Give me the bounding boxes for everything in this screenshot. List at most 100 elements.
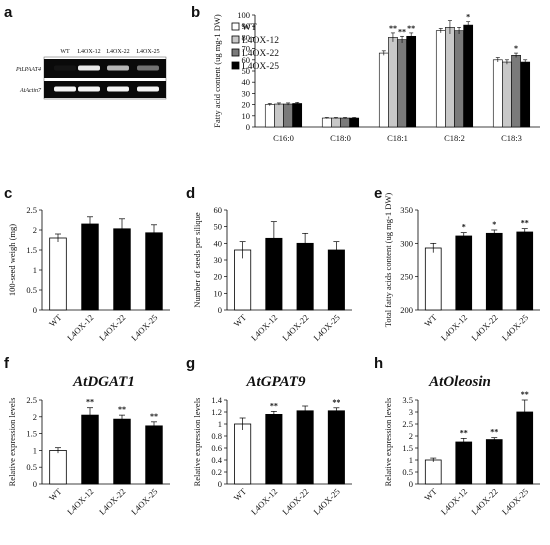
- bar: [234, 423, 252, 485]
- x-tick-label: L4OX-12: [65, 486, 95, 516]
- panel-c-letter: c: [4, 185, 12, 202]
- gel-band: [107, 86, 129, 92]
- y-tick-label: 20: [242, 100, 251, 110]
- y-tick-label: 0: [33, 479, 37, 489]
- x-tick-label: C18:0: [330, 133, 351, 143]
- bar: [81, 223, 99, 311]
- bar: [274, 103, 284, 128]
- significance-mark: **: [332, 398, 340, 407]
- gel-lane-label: L4OX-25: [136, 49, 159, 55]
- y-axis-title: Fatty acid content (ug mg-1 DW): [212, 14, 222, 128]
- bar: [485, 232, 503, 311]
- x-tick-label: L4OX-22: [97, 312, 127, 342]
- legend-swatch-wt: [231, 22, 240, 31]
- bar: [349, 117, 360, 128]
- chart-c: 0 0.5 1 1.5 2 2.5 100-seed weigh (mg) WT L4OX-12…: [7, 205, 170, 343]
- legend-label-l4ox25: L4OX-25: [242, 62, 279, 72]
- gene-title-h: AtOleosin: [428, 374, 491, 390]
- y-tick-label: 1: [218, 419, 222, 429]
- significance-mark: *: [492, 220, 496, 229]
- bar: [445, 27, 455, 128]
- significance-mark: **: [490, 428, 498, 437]
- x-tick-label: L4OX-12: [249, 486, 279, 516]
- gel-band: [78, 86, 100, 92]
- bar: [234, 249, 252, 311]
- gene-title-g: AtGPAT9: [246, 374, 306, 390]
- bar: [327, 249, 345, 311]
- bar: [485, 439, 503, 485]
- bar: [511, 55, 521, 128]
- bar: [463, 24, 474, 128]
- y-tick-label: 1.4: [211, 395, 222, 405]
- panel-e-letter: e: [374, 185, 382, 202]
- y-tick-label: 350: [400, 205, 413, 215]
- panel-h-letter: h: [374, 355, 383, 372]
- y-tick-label: 60: [214, 205, 223, 215]
- y-tick-label: 20: [214, 272, 223, 282]
- y-tick-label: 2: [33, 225, 37, 235]
- bar: [265, 413, 283, 485]
- x-tick-label: WT: [47, 312, 64, 329]
- x-tick-label: L4OX-25: [129, 312, 159, 342]
- y-tick-label: 70: [242, 44, 251, 54]
- y-tick-label: 0: [246, 122, 250, 132]
- x-tick-label: WT: [422, 312, 439, 329]
- y-tick-label: 60: [242, 55, 251, 65]
- x-tick-label: L4OX-12: [439, 486, 469, 516]
- gel-band: [107, 65, 129, 71]
- y-axis-title: Relative expression levels: [383, 398, 393, 487]
- bar: [516, 231, 534, 311]
- chart-f: 0 0.5 1 1.5 2 2.5 Relative expression levels WT…: [7, 395, 170, 517]
- y-tick-label: 0.2: [211, 467, 222, 477]
- gel-row-label: PtLPAAT4: [15, 66, 41, 73]
- significance-mark: *: [462, 223, 466, 232]
- significance-mark: **: [270, 401, 278, 410]
- y-tick-label: 0: [409, 479, 413, 489]
- x-tick-label: WT: [47, 486, 64, 503]
- x-tick-label: L4OX-22: [469, 486, 499, 516]
- bar: [340, 117, 350, 128]
- y-tick-label: 0: [218, 305, 222, 315]
- bar: [113, 418, 131, 485]
- y-tick-label: 1.5: [26, 245, 37, 255]
- x-tick-label: L4OX-22: [280, 312, 310, 342]
- significance-mark: **: [521, 219, 529, 228]
- legend-label-l4ox22: L4OX-22: [242, 49, 279, 59]
- x-tick-label: C18:3: [501, 133, 522, 143]
- y-tick-label: 40: [214, 238, 223, 248]
- gel-band: [137, 86, 159, 92]
- gene-title-f: AtDGAT1: [72, 374, 135, 390]
- y-tick-label: 0: [33, 305, 37, 315]
- panel-a-letter: a: [4, 4, 13, 21]
- bar: [502, 61, 512, 128]
- panel-b-letter: b: [191, 4, 200, 21]
- panel-f-letter: f: [4, 355, 10, 372]
- bar: [455, 235, 473, 311]
- bar: [520, 61, 531, 128]
- legend: WT L4OX-12 L4OX-22 L4OX-25: [231, 22, 279, 72]
- x-tick-label: L4OX-22: [97, 486, 127, 516]
- significance-mark: **: [398, 27, 406, 36]
- gel-strip-ptlpaat4: [44, 59, 166, 78]
- significance-mark: **: [118, 405, 126, 414]
- y-tick-label: 50: [242, 66, 251, 76]
- x-tick-label: WT: [232, 486, 249, 503]
- chart-h: 0 0.5 1 1.5 2 2.5 3 3.5 Relative expression leve…: [383, 390, 540, 517]
- y-tick-label: 10: [242, 111, 251, 121]
- legend-swatch-l4ox25: [231, 61, 240, 70]
- gel-row-label: AtActin7: [19, 88, 42, 94]
- gel-band: [54, 65, 76, 71]
- significance-mark: *: [514, 44, 518, 53]
- x-tick-label: L4OX-25: [500, 312, 530, 342]
- gel-lane-label: L4OX-22: [106, 49, 129, 55]
- y-tick-label: 90: [242, 21, 251, 31]
- x-tick-label: C16:0: [273, 133, 294, 143]
- significance-mark: **: [86, 398, 94, 407]
- y-axis-title: 100-seed weigh (mg): [7, 224, 17, 296]
- y-tick-label: 30: [242, 88, 251, 98]
- chart-d: 0 10 20 30 40 50 60 Number of seeds per silique…: [192, 205, 352, 343]
- y-tick-label: 10: [214, 288, 223, 298]
- x-tick-label: WT: [232, 312, 249, 329]
- x-tick-label: L4OX-12: [249, 312, 279, 342]
